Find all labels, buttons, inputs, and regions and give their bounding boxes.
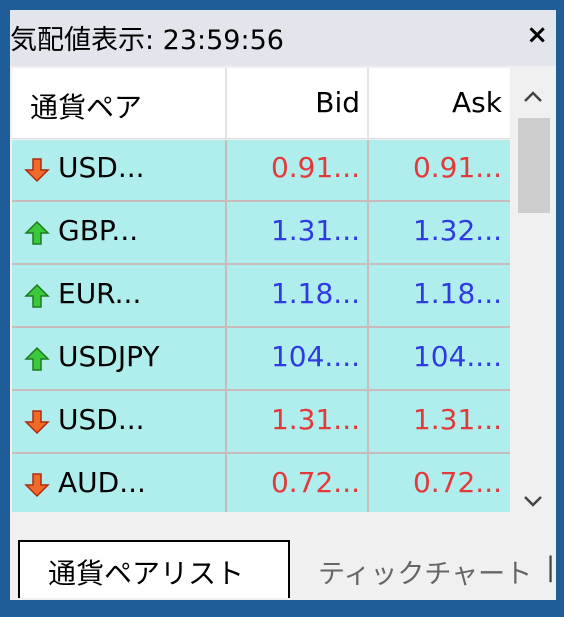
column-header[interactable]: Bid — [315, 86, 360, 119]
bid-price: 104.... — [270, 340, 360, 373]
table-row[interactable]: AUD... 0.72... 0.72... — [12, 454, 510, 512]
bid-price: 0.72... — [270, 466, 360, 499]
symbol: EUR... — [58, 277, 142, 310]
tab-bar: 通貨ペアリスト ティックチャート | — [10, 512, 556, 600]
cell-divider — [367, 328, 369, 389]
bid-price: 1.31... — [270, 214, 360, 247]
tab-label[interactable]: 通貨ペアリスト — [48, 557, 245, 590]
arrow-shape — [24, 410, 50, 435]
symbol: USD... — [58, 151, 145, 184]
direction-arrow — [24, 410, 50, 435]
direction-arrow — [24, 346, 50, 371]
arrow-shape — [24, 473, 50, 498]
cell-divider — [367, 454, 369, 512]
market-watch-window: 気配値表示: 23:59:56 × 通貨ペア Bid Ask USD... 0.9… — [10, 10, 556, 600]
bid-price: 1.31... — [270, 403, 360, 436]
symbol: GBP... — [58, 214, 139, 247]
table-header: 通貨ペア Bid Ask — [12, 68, 510, 139]
ask-price: 1.32... — [412, 214, 502, 247]
cell-divider — [225, 140, 227, 200]
ask-price: 0.91... — [412, 151, 502, 184]
cell-divider — [225, 202, 227, 263]
scroll-thumb[interactable] — [518, 118, 550, 213]
column-divider — [367, 68, 369, 138]
tab-separator: | — [546, 552, 556, 583]
direction-arrow — [24, 283, 50, 308]
scrollbar[interactable] — [510, 68, 556, 512]
cell-divider — [367, 265, 369, 326]
close-button[interactable]: × — [526, 20, 548, 50]
symbol: AUD... — [58, 466, 146, 499]
table-row[interactable]: GBP... 1.31... 1.32... — [12, 202, 510, 265]
cell-divider — [367, 391, 369, 452]
scroll-up[interactable] — [522, 90, 544, 104]
arrow-shape — [24, 346, 50, 371]
column-divider — [225, 68, 227, 138]
cell-divider — [225, 328, 227, 389]
ask-price: 1.18... — [412, 277, 502, 310]
table-row[interactable]: EUR... 1.18... 1.18... — [12, 265, 510, 328]
ask-price: 0.72... — [412, 466, 502, 499]
cell-divider — [367, 140, 369, 200]
ask-price: 1.31... — [412, 403, 502, 436]
direction-arrow — [24, 473, 50, 498]
cell-divider — [367, 202, 369, 263]
column-header[interactable]: Ask — [452, 86, 502, 119]
column-header[interactable]: 通貨ペア — [30, 91, 143, 124]
tab-label[interactable]: ティックチャート — [318, 559, 533, 590]
direction-arrow — [24, 220, 50, 245]
cell-divider — [225, 454, 227, 512]
direction-arrow — [24, 158, 50, 183]
arrow-shape — [24, 220, 50, 245]
table-row[interactable]: USDJPY 104.... 104.... — [12, 328, 510, 391]
arrow-shape — [24, 283, 50, 308]
scroll-down[interactable] — [522, 494, 544, 508]
bid-price: 1.18... — [270, 277, 360, 310]
title-bar: 気配値表示: 23:59:56 × — [10, 10, 556, 66]
symbol: USD... — [58, 403, 145, 436]
window-title: 気配値表示: 23:59:56 — [10, 25, 284, 56]
tab-active[interactable]: 通貨ペアリスト — [18, 540, 290, 598]
table-row[interactable]: USD... 0.91... 0.91... — [12, 140, 510, 202]
table-row[interactable]: USD... 1.31... 1.31... — [12, 391, 510, 454]
arrow-shape — [24, 158, 50, 183]
ask-price: 104.... — [412, 340, 502, 373]
symbol: USDJPY — [58, 340, 160, 373]
cell-divider — [225, 265, 227, 326]
bid-price: 0.91... — [270, 151, 360, 184]
table-body: USD... 0.91... 0.91... GBP... 1.31... 1.32...… — [12, 140, 510, 512]
cell-divider — [225, 391, 227, 452]
